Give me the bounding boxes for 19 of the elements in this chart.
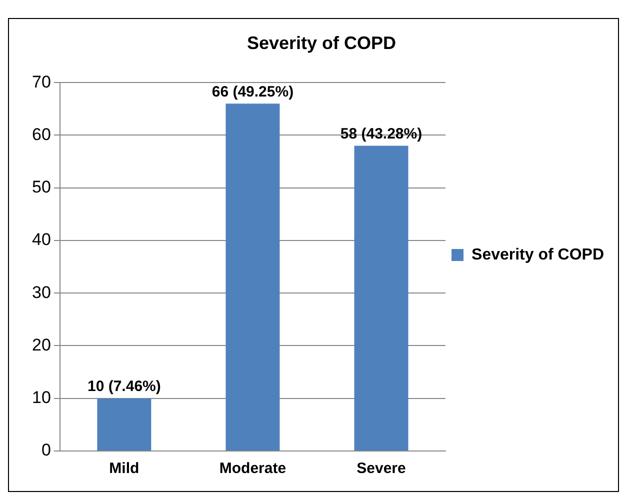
y-tick-label: 50 — [32, 178, 51, 197]
chart-title: Severity of COPD — [246, 32, 396, 53]
y-tick-label: 40 — [32, 230, 51, 250]
legend-label: Severity of COPD — [472, 246, 604, 264]
bar — [226, 104, 280, 450]
x-tick-label: Mild — [109, 460, 140, 478]
y-tick-label: 70 — [32, 72, 51, 92]
bar — [354, 146, 408, 450]
y-tick-label: 30 — [32, 282, 51, 302]
x-tick-label: Severe — [356, 460, 406, 478]
data-label: 58 (43.28%) — [340, 125, 422, 142]
y-tick-label: 0 — [41, 440, 51, 460]
y-tick-label: 60 — [32, 124, 51, 144]
bar — [97, 398, 152, 450]
y-tick-label: 10 — [32, 388, 51, 408]
x-tick-label: Moderate — [219, 460, 286, 478]
y-tick-label: 20 — [32, 335, 51, 354]
data-label: 66 (49.25%) — [212, 83, 294, 100]
data-label: 10 (7.46%) — [87, 378, 161, 396]
